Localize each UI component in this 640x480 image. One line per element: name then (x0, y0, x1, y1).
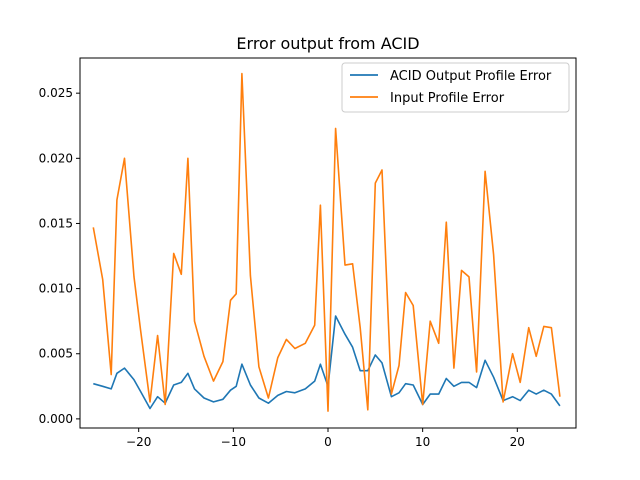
series-line-input-profile-error (92, 72, 561, 412)
y-axis: 0.000 0.005 0.010 0.015 0.020 0.025 (39, 86, 80, 426)
plot-area: −20 −10 0 10 20 0.0000.0050.0100.0150.0200.0… (39, 57, 577, 449)
legend: ACID Output Profile Error Input Profile E… (341, 62, 570, 113)
x-tick-label: 0 (324, 435, 332, 449)
y-tick-label: 0.000 (39, 412, 73, 426)
y-tick-label: 0.025 (39, 86, 73, 100)
legend-label: ACID Output Profile Error (390, 69, 552, 84)
x-tick-label: 10 (415, 435, 430, 449)
x-tick-label: −10 (221, 435, 246, 449)
legend-box (341, 62, 570, 113)
legend-label: Input Profile Error (390, 91, 505, 106)
chart-title: Error output from ACID (236, 34, 419, 53)
series-layer (92, 72, 561, 412)
x-tick-label: −20 (126, 435, 151, 449)
y-tick-label: 0.010 (39, 282, 73, 296)
y-tick-label: 0.020 (39, 151, 73, 165)
y-tick-label: 0.015 (39, 216, 73, 230)
x-tick-label: 20 (510, 435, 525, 449)
x-axis: −20 −10 0 10 20 (126, 428, 525, 449)
y-tick-label: 0.005 (39, 347, 73, 361)
